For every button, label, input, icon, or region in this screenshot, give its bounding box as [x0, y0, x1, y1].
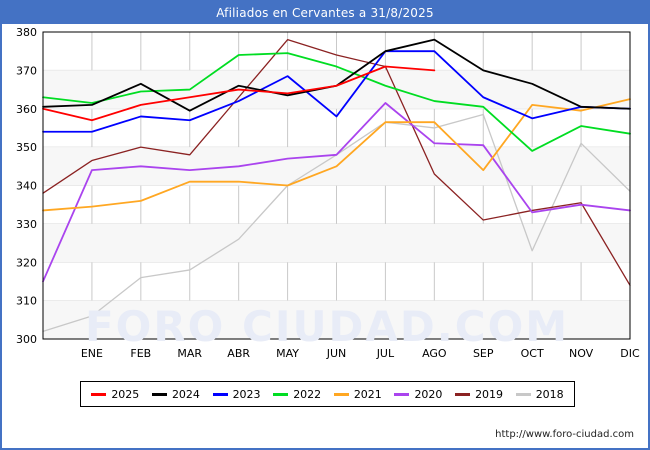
legend-label: 2022 [293, 387, 322, 401]
legend-swatch-icon [91, 392, 107, 396]
x-tick-label: NOV [569, 347, 594, 360]
legend-label: 2024 [171, 387, 200, 401]
grid-band [43, 300, 630, 339]
legend-swatch-icon [212, 392, 228, 396]
legend-label: 2021 [353, 387, 382, 401]
legend-item-2022[interactable]: 2022 [273, 388, 321, 401]
page-title: Afiliados en Cervantes a 31/8/2025 [216, 6, 434, 20]
grid-band [43, 70, 630, 109]
legend-item-2021[interactable]: 2021 [333, 387, 382, 401]
x-tick-label: JUL [376, 347, 395, 360]
x-tick-label: FEB [130, 347, 151, 360]
data-series-group [42, 38, 631, 332]
legend-label: 2023 [232, 387, 261, 401]
x-tick-label: AGO [422, 347, 447, 360]
legend-item-2019[interactable]: 2019 [455, 388, 503, 401]
legend-swatch-icon [151, 392, 167, 396]
series-line-2023 [42, 50, 631, 133]
y-axis-ticks: 300 310 320 330 340 350 360 370 380 [16, 26, 37, 346]
series-line-2020 [42, 102, 631, 283]
series-line-2019 [42, 39, 631, 286]
legend-item-2023[interactable]: 2023 [212, 387, 261, 401]
series-line-2021 [42, 98, 631, 212]
x-tick-label: DIC [620, 347, 640, 360]
x-tick-label: MAR [177, 347, 202, 360]
legend-label: 2020 [414, 387, 443, 401]
y-tick-label: 330 [16, 218, 37, 231]
y-tick-label: 340 [16, 180, 37, 193]
plot-border [42, 31, 631, 340]
legend-swatch-icon [515, 392, 531, 396]
footer-url: http://www.foro-ciudad.com [495, 429, 634, 440]
x-tick-label: ABR [227, 347, 250, 360]
legend-label: 2018 [535, 387, 564, 401]
legend-label: 2025 [111, 387, 140, 401]
legend-swatch-icon [394, 392, 410, 396]
series-line-2022 [42, 52, 631, 152]
grid-band [43, 223, 630, 263]
y-tick-label: 300 [16, 333, 37, 346]
legend-swatch-icon [333, 392, 349, 396]
y-tick-label: 310 [16, 295, 37, 308]
plot-area: 300 310 320 330 340 350 360 370 380 ENE FEB MAR ABR… [2, 24, 648, 364]
x-tick-label: MAY [276, 347, 299, 360]
x-tick-label: OCT [521, 347, 544, 360]
x-axis-ticks: ENE FEB MAR ABR MAY JUN JUL AGO SEP OCT NOV DIC [81, 347, 640, 360]
y-tick-label: 360 [16, 103, 37, 116]
legend-item-2025[interactable]: 2025 [91, 388, 139, 401]
window-title-bar: Afiliados en Cervantes a 31/8/2025 [2, 2, 648, 24]
y-tick-label: 320 [16, 256, 37, 269]
chart-legend: 2025 2024 2023 2022 2021 2020 2019 2018 [80, 381, 575, 407]
series-line-2025 [42, 65, 436, 122]
legend-label: 2019 [475, 387, 504, 401]
legend-item-2018[interactable]: 2018 [515, 387, 564, 401]
y-tick-label: 370 [16, 64, 37, 77]
y-tick-label: 380 [16, 26, 37, 39]
line-chart-svg: 300 310 320 330 340 350 360 370 380 ENE FEB MAR ABR… [16, 26, 640, 360]
x-tick-label: ENE [81, 347, 103, 360]
x-tick-label: SEP [473, 347, 494, 360]
legend-item-2024[interactable]: 2024 [151, 387, 200, 401]
y-tick-label: 350 [16, 141, 37, 154]
x-tick-label: JUN [326, 347, 347, 360]
legend-swatch-icon [455, 392, 471, 396]
legend-swatch-icon [273, 392, 289, 396]
legend-item-2020[interactable]: 2020 [394, 388, 442, 401]
